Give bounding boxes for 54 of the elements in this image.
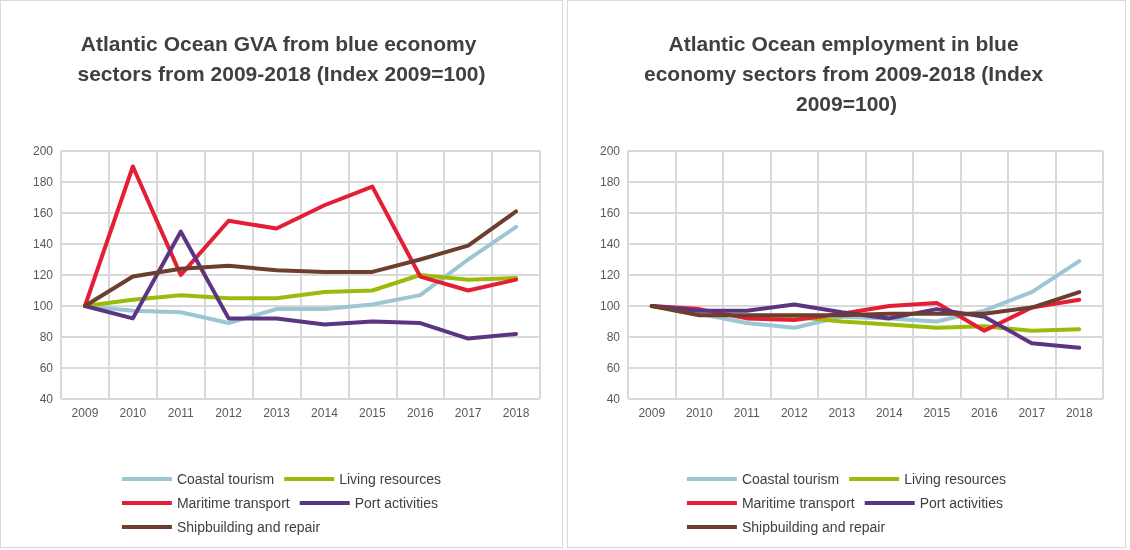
legend-label: Port activities xyxy=(354,495,438,511)
y-tick-label: 200 xyxy=(32,144,54,158)
legend-label: Port activities xyxy=(919,495,1003,511)
y-tick-label: 60 xyxy=(606,361,621,375)
y-tick-label: 140 xyxy=(599,237,621,251)
x-tick-label: 2018 xyxy=(502,406,530,420)
legend-label: Maritime transport xyxy=(741,495,855,511)
x-tick-label: 2018 xyxy=(1065,406,1093,420)
line-series xyxy=(82,273,519,308)
x-tick-label: 2017 xyxy=(1018,406,1046,420)
x-tick-label: 2013 xyxy=(263,406,291,420)
y-tick-label: 80 xyxy=(39,330,54,344)
legend-label: Living resources xyxy=(904,471,1007,487)
x-tick-label: 2014 xyxy=(875,406,903,420)
y-tick-label: 80 xyxy=(606,330,621,344)
legend-label: Coastal tourism xyxy=(176,471,275,487)
x-tick-label: 2015 xyxy=(923,406,951,420)
line-series xyxy=(649,290,1082,318)
x-tick-label: 2009 xyxy=(638,406,666,420)
x-tick-label: 2014 xyxy=(311,406,339,420)
y-tick-label: 40 xyxy=(39,392,54,406)
legend-label: Coastal tourism xyxy=(741,471,840,487)
x-tick-label: 2016 xyxy=(970,406,998,420)
y-tick-label: 60 xyxy=(39,361,54,375)
legend-label: Living resources xyxy=(339,471,442,487)
x-tick-label: 2011 xyxy=(167,406,194,420)
legend-label: Shipbuilding and repair xyxy=(176,519,321,535)
legend-label: Shipbuilding and repair xyxy=(741,519,886,535)
y-tick-label: 200 xyxy=(599,144,621,158)
y-tick-label: 140 xyxy=(32,237,54,251)
chart-title: Atlantic Ocean GVA from blue economy sectors from 2009-2018 (Index 2009=100) xyxy=(77,31,486,85)
chart-title: Atlantic Ocean employment in blue economy sectors from 2009-2018 (Index 2009=100) xyxy=(643,31,1050,115)
y-tick-label: 40 xyxy=(606,392,621,406)
x-tick-label: 2012 xyxy=(215,406,243,420)
x-tick-label: 2012 xyxy=(780,406,808,420)
y-tick-label: 120 xyxy=(32,268,54,282)
line-series xyxy=(82,209,519,308)
line-series xyxy=(82,164,519,308)
y-tick-label: 180 xyxy=(599,175,621,189)
x-tick-label: 2013 xyxy=(828,406,856,420)
legend-label: Maritime transport xyxy=(176,495,290,511)
y-tick-label: 100 xyxy=(599,299,621,313)
y-tick-label: 160 xyxy=(599,206,621,220)
x-tick-label: 2009 xyxy=(71,406,99,420)
y-tick-label: 120 xyxy=(599,268,621,282)
x-tick-label: 2010 xyxy=(119,406,147,420)
x-tick-label: 2010 xyxy=(685,406,713,420)
x-tick-label: 2011 xyxy=(733,406,760,420)
x-tick-label: 2015 xyxy=(359,406,387,420)
x-tick-label: 2017 xyxy=(454,406,482,420)
y-tick-label: 180 xyxy=(32,175,54,189)
y-tick-label: 160 xyxy=(32,206,54,220)
x-tick-label: 2016 xyxy=(406,406,434,420)
y-tick-label: 100 xyxy=(32,299,54,313)
